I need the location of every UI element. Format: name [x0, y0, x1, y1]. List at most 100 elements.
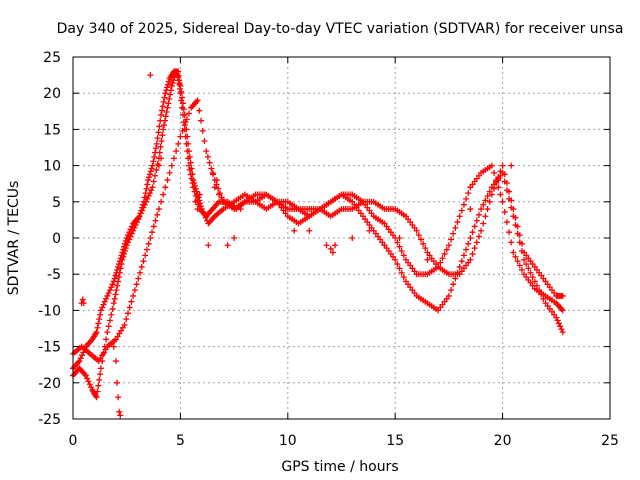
data-point: [499, 162, 506, 169]
data-point-interp: [198, 203, 205, 210]
data-point: [164, 104, 171, 111]
data-point-interp: [471, 245, 478, 252]
data-point: [366, 227, 373, 234]
data-point: [467, 256, 474, 263]
data-point-interp: [523, 261, 530, 268]
data-point-interp: [169, 80, 176, 87]
data-point-interp: [96, 376, 103, 383]
data-point-interp: [116, 269, 123, 276]
data-point-interp: [108, 311, 115, 318]
data-point-interp: [204, 153, 211, 160]
data-point: [220, 198, 227, 205]
data-point-interp: [533, 282, 540, 289]
data-point-interp: [155, 129, 162, 136]
data-point-interp: [132, 221, 139, 228]
data-point-interp: [154, 161, 161, 168]
data-point-interp: [148, 187, 155, 194]
data-point-interp: [471, 223, 478, 230]
data-point: [194, 206, 201, 213]
data-point-interp: [145, 240, 152, 247]
data-point: [445, 242, 452, 249]
data-point-interp: [94, 324, 101, 331]
data-point: [291, 227, 298, 234]
data-point-interp: [162, 113, 169, 120]
data-point: [115, 278, 122, 285]
data-point: [209, 169, 216, 176]
data-point-interp: [473, 239, 480, 246]
data-point-interp: [506, 229, 513, 236]
data-point-interp: [465, 190, 472, 197]
data-point: [205, 242, 212, 249]
data-point: [153, 140, 160, 147]
data-point-interp: [121, 248, 128, 255]
data-point-interp: [495, 184, 502, 191]
data-point-interp: [165, 100, 172, 107]
data-point-interp: [529, 274, 536, 281]
data-point: [211, 184, 218, 191]
data-point: [237, 206, 244, 213]
data-point: [155, 162, 162, 169]
data-point: [149, 184, 156, 191]
y-tick-label: -5: [47, 267, 61, 283]
data-point-interp: [516, 232, 523, 239]
data-point-interp: [193, 188, 200, 195]
data-point-interp: [475, 211, 482, 218]
x-tick-label: 15: [386, 433, 404, 449]
data-point-interp: [139, 207, 146, 214]
data-point-interp: [396, 265, 403, 272]
data-point-interp: [161, 94, 168, 101]
data-point-interp: [173, 71, 180, 78]
data-point: [381, 242, 388, 249]
data-point-interp: [156, 123, 163, 130]
data-point-interp: [491, 169, 498, 176]
data-point-interp: [450, 281, 457, 288]
data-point: [104, 329, 111, 336]
data-point-interp: [400, 274, 407, 281]
data-point-interp: [469, 250, 476, 257]
data-point-interp: [480, 201, 487, 208]
data-point-interp: [147, 168, 154, 175]
data-point: [246, 198, 253, 205]
data-point-interp: [164, 84, 171, 91]
y-tick-label: 15: [43, 122, 61, 138]
data-point: [456, 213, 463, 220]
data-point-interp: [450, 230, 457, 237]
data-point-interp: [126, 304, 133, 311]
data-point: [97, 307, 104, 314]
data-point-interp: [123, 316, 130, 323]
data-point: [116, 408, 123, 415]
data-point-interp: [111, 295, 118, 302]
data-point-interp: [113, 287, 120, 294]
data-point-interp: [158, 107, 165, 114]
data-point-interp: [452, 224, 459, 231]
data-point-interp: [178, 88, 185, 95]
data-point: [203, 148, 210, 155]
y-tick-label: 5: [52, 195, 61, 211]
data-point-interp: [187, 159, 194, 166]
data-point-interp: [443, 246, 450, 253]
data-point-interp: [196, 107, 203, 114]
y-axis-label: SDTVAR / TECUs: [6, 181, 22, 296]
data-point: [162, 90, 169, 97]
data-point: [456, 263, 463, 270]
data-points: [70, 68, 566, 419]
data-point: [76, 358, 83, 365]
data-point-interp: [150, 158, 157, 165]
data-point-interp: [514, 258, 521, 265]
data-point-interp: [482, 197, 489, 204]
data-point-interp: [175, 140, 182, 147]
data-point-interp: [140, 204, 147, 211]
data-point-interp: [460, 252, 467, 259]
data-point: [138, 263, 145, 270]
data-point-interp: [400, 252, 407, 259]
data-point-interp: [168, 162, 175, 169]
data-point-interp: [394, 261, 401, 268]
data-point-interp: [448, 287, 455, 294]
data-point-interp: [170, 77, 177, 84]
data-point-interp: [161, 122, 168, 129]
data-point-interp: [454, 219, 461, 226]
data-point: [521, 256, 528, 263]
data-point-interp: [398, 248, 405, 255]
data-point: [467, 206, 474, 213]
